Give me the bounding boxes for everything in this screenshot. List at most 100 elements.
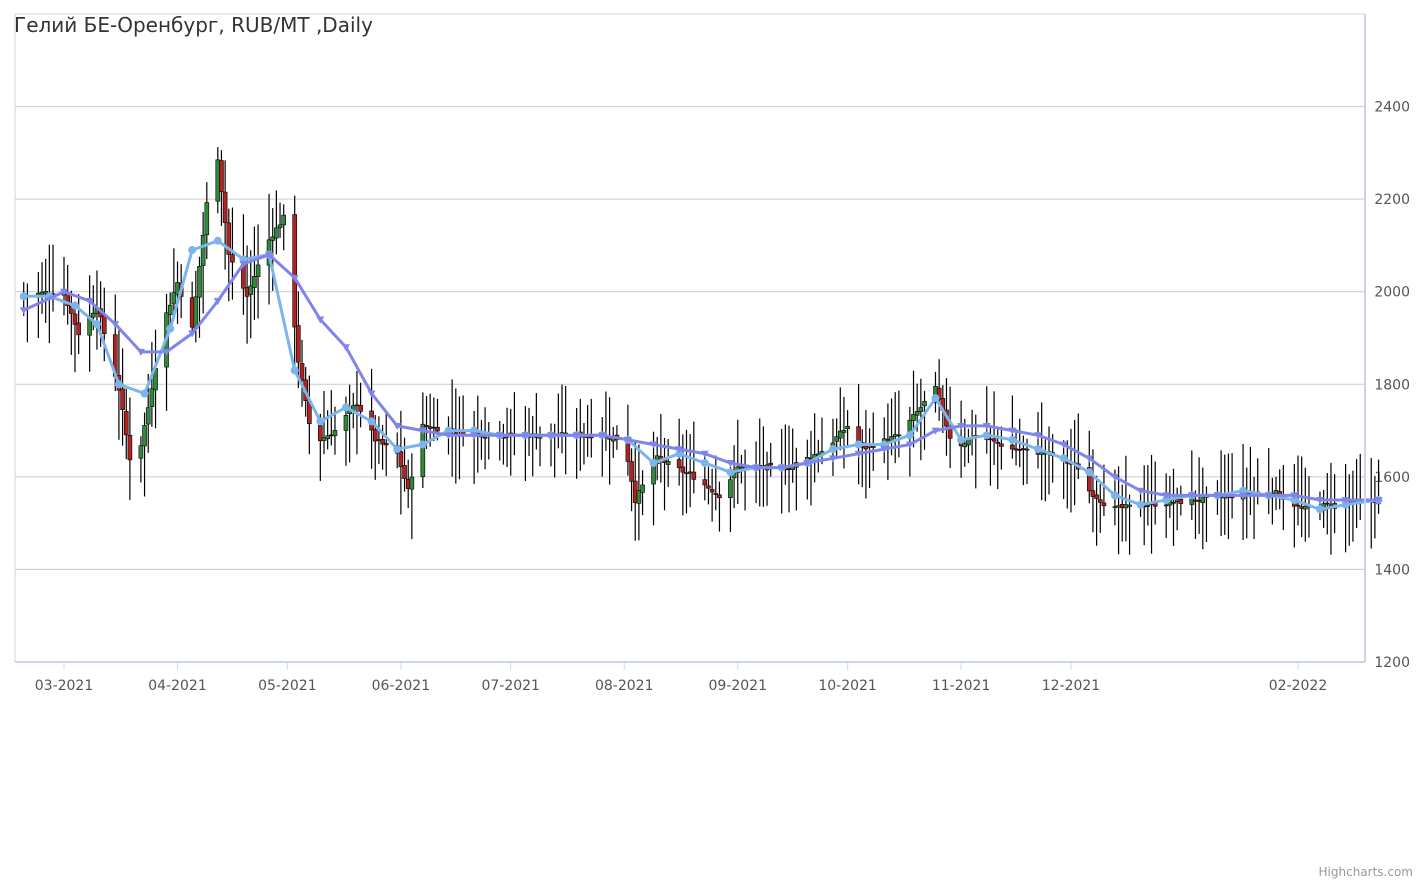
candle-body xyxy=(101,315,107,335)
candle-body xyxy=(1324,502,1330,505)
candle-body xyxy=(837,430,843,439)
series-marker xyxy=(444,432,453,440)
candle-body xyxy=(841,429,847,433)
candle xyxy=(120,348,125,446)
series-marker xyxy=(213,297,222,305)
series-marker xyxy=(341,403,350,412)
candle xyxy=(1145,465,1151,526)
y-tick-label: 2400 xyxy=(1374,100,1410,116)
series-marker xyxy=(700,458,709,467)
series-marker xyxy=(85,297,94,305)
candle xyxy=(138,436,144,483)
candle-body xyxy=(138,445,144,459)
series-marker xyxy=(265,251,274,259)
series-marker xyxy=(239,260,248,268)
series-marker xyxy=(547,432,556,440)
candle xyxy=(358,382,363,428)
candle-body xyxy=(248,285,254,295)
candle-body xyxy=(1178,499,1184,504)
candle-body xyxy=(1127,504,1132,507)
chart-title: Гелий БЕ-Оренбург, RUB/MT ,Daily xyxy=(14,13,373,37)
candle-body xyxy=(706,485,711,489)
candle-body xyxy=(230,254,235,263)
series-marker xyxy=(1008,427,1017,435)
y-tick-label: 2200 xyxy=(1374,192,1410,208)
candle xyxy=(680,434,686,516)
series-marker xyxy=(316,417,325,426)
candle-body xyxy=(1090,490,1096,497)
series-marker xyxy=(957,435,966,444)
series-marker xyxy=(166,324,175,333)
y-tick-label: 1600 xyxy=(1374,470,1410,486)
series-marker xyxy=(931,427,940,435)
candle-body xyxy=(292,214,297,328)
candle-body xyxy=(1163,504,1169,507)
x-tick-label: 04-2021 xyxy=(148,678,207,694)
candle-body xyxy=(1145,505,1151,507)
candle xyxy=(845,410,850,446)
candle xyxy=(728,467,733,533)
series-marker xyxy=(70,301,79,310)
candle xyxy=(640,470,645,516)
series-marker xyxy=(19,307,28,315)
series-marker xyxy=(188,246,197,255)
candle-body xyxy=(453,432,459,435)
candle-body xyxy=(90,312,96,318)
candle-body xyxy=(255,264,261,278)
series-marker xyxy=(495,432,504,440)
candle-body xyxy=(691,471,697,480)
series-marker xyxy=(1136,500,1145,509)
series-marker xyxy=(367,390,376,398)
series-marker xyxy=(1374,497,1383,504)
candle-body xyxy=(270,236,276,241)
candle xyxy=(717,481,722,532)
candle-body xyxy=(1303,505,1308,510)
moving-average-series[interactable] xyxy=(19,236,1383,514)
candle-body xyxy=(640,484,645,493)
x-tick-label: 05-2021 xyxy=(258,678,317,694)
candle-body xyxy=(274,227,279,239)
series-marker xyxy=(854,440,863,449)
y-tick-label: 1200 xyxy=(1374,655,1410,671)
candle-body xyxy=(1086,467,1092,492)
candle-body xyxy=(845,426,850,429)
x-tick-label: 02-2022 xyxy=(1269,678,1328,694)
candle-body xyxy=(409,476,415,490)
candle xyxy=(629,448,634,512)
candle-body xyxy=(1097,499,1103,503)
series-marker xyxy=(1085,468,1094,477)
candle xyxy=(409,453,415,540)
series-marker xyxy=(854,450,863,458)
series-marker xyxy=(1008,435,1017,444)
candle xyxy=(219,150,224,226)
candle xyxy=(1010,395,1015,459)
series-marker xyxy=(675,446,684,454)
candle-body xyxy=(1101,502,1107,507)
credits-link[interactable]: Highcharts.com xyxy=(1319,865,1413,879)
candle-body xyxy=(482,436,488,439)
candle-body xyxy=(922,401,927,407)
series-marker xyxy=(213,236,222,245)
candle-body xyxy=(372,429,378,442)
series-marker xyxy=(521,432,530,440)
series-marker xyxy=(1315,505,1324,514)
candle-body xyxy=(398,451,404,468)
candle xyxy=(222,160,228,270)
series-marker xyxy=(572,432,581,440)
candle xyxy=(424,396,429,449)
candle-body xyxy=(358,405,363,412)
candle-body xyxy=(343,415,349,431)
candle xyxy=(1094,475,1099,546)
candlestick-series[interactable] xyxy=(21,147,1381,555)
candle xyxy=(167,292,173,325)
candle-body xyxy=(204,202,210,236)
candle xyxy=(200,211,206,314)
series-marker xyxy=(188,330,197,338)
candle xyxy=(999,426,1004,470)
series-marker xyxy=(1110,473,1119,481)
candle-body xyxy=(991,438,997,442)
series-marker xyxy=(828,445,837,454)
candle xyxy=(1324,472,1330,535)
series-marker xyxy=(1059,454,1068,463)
